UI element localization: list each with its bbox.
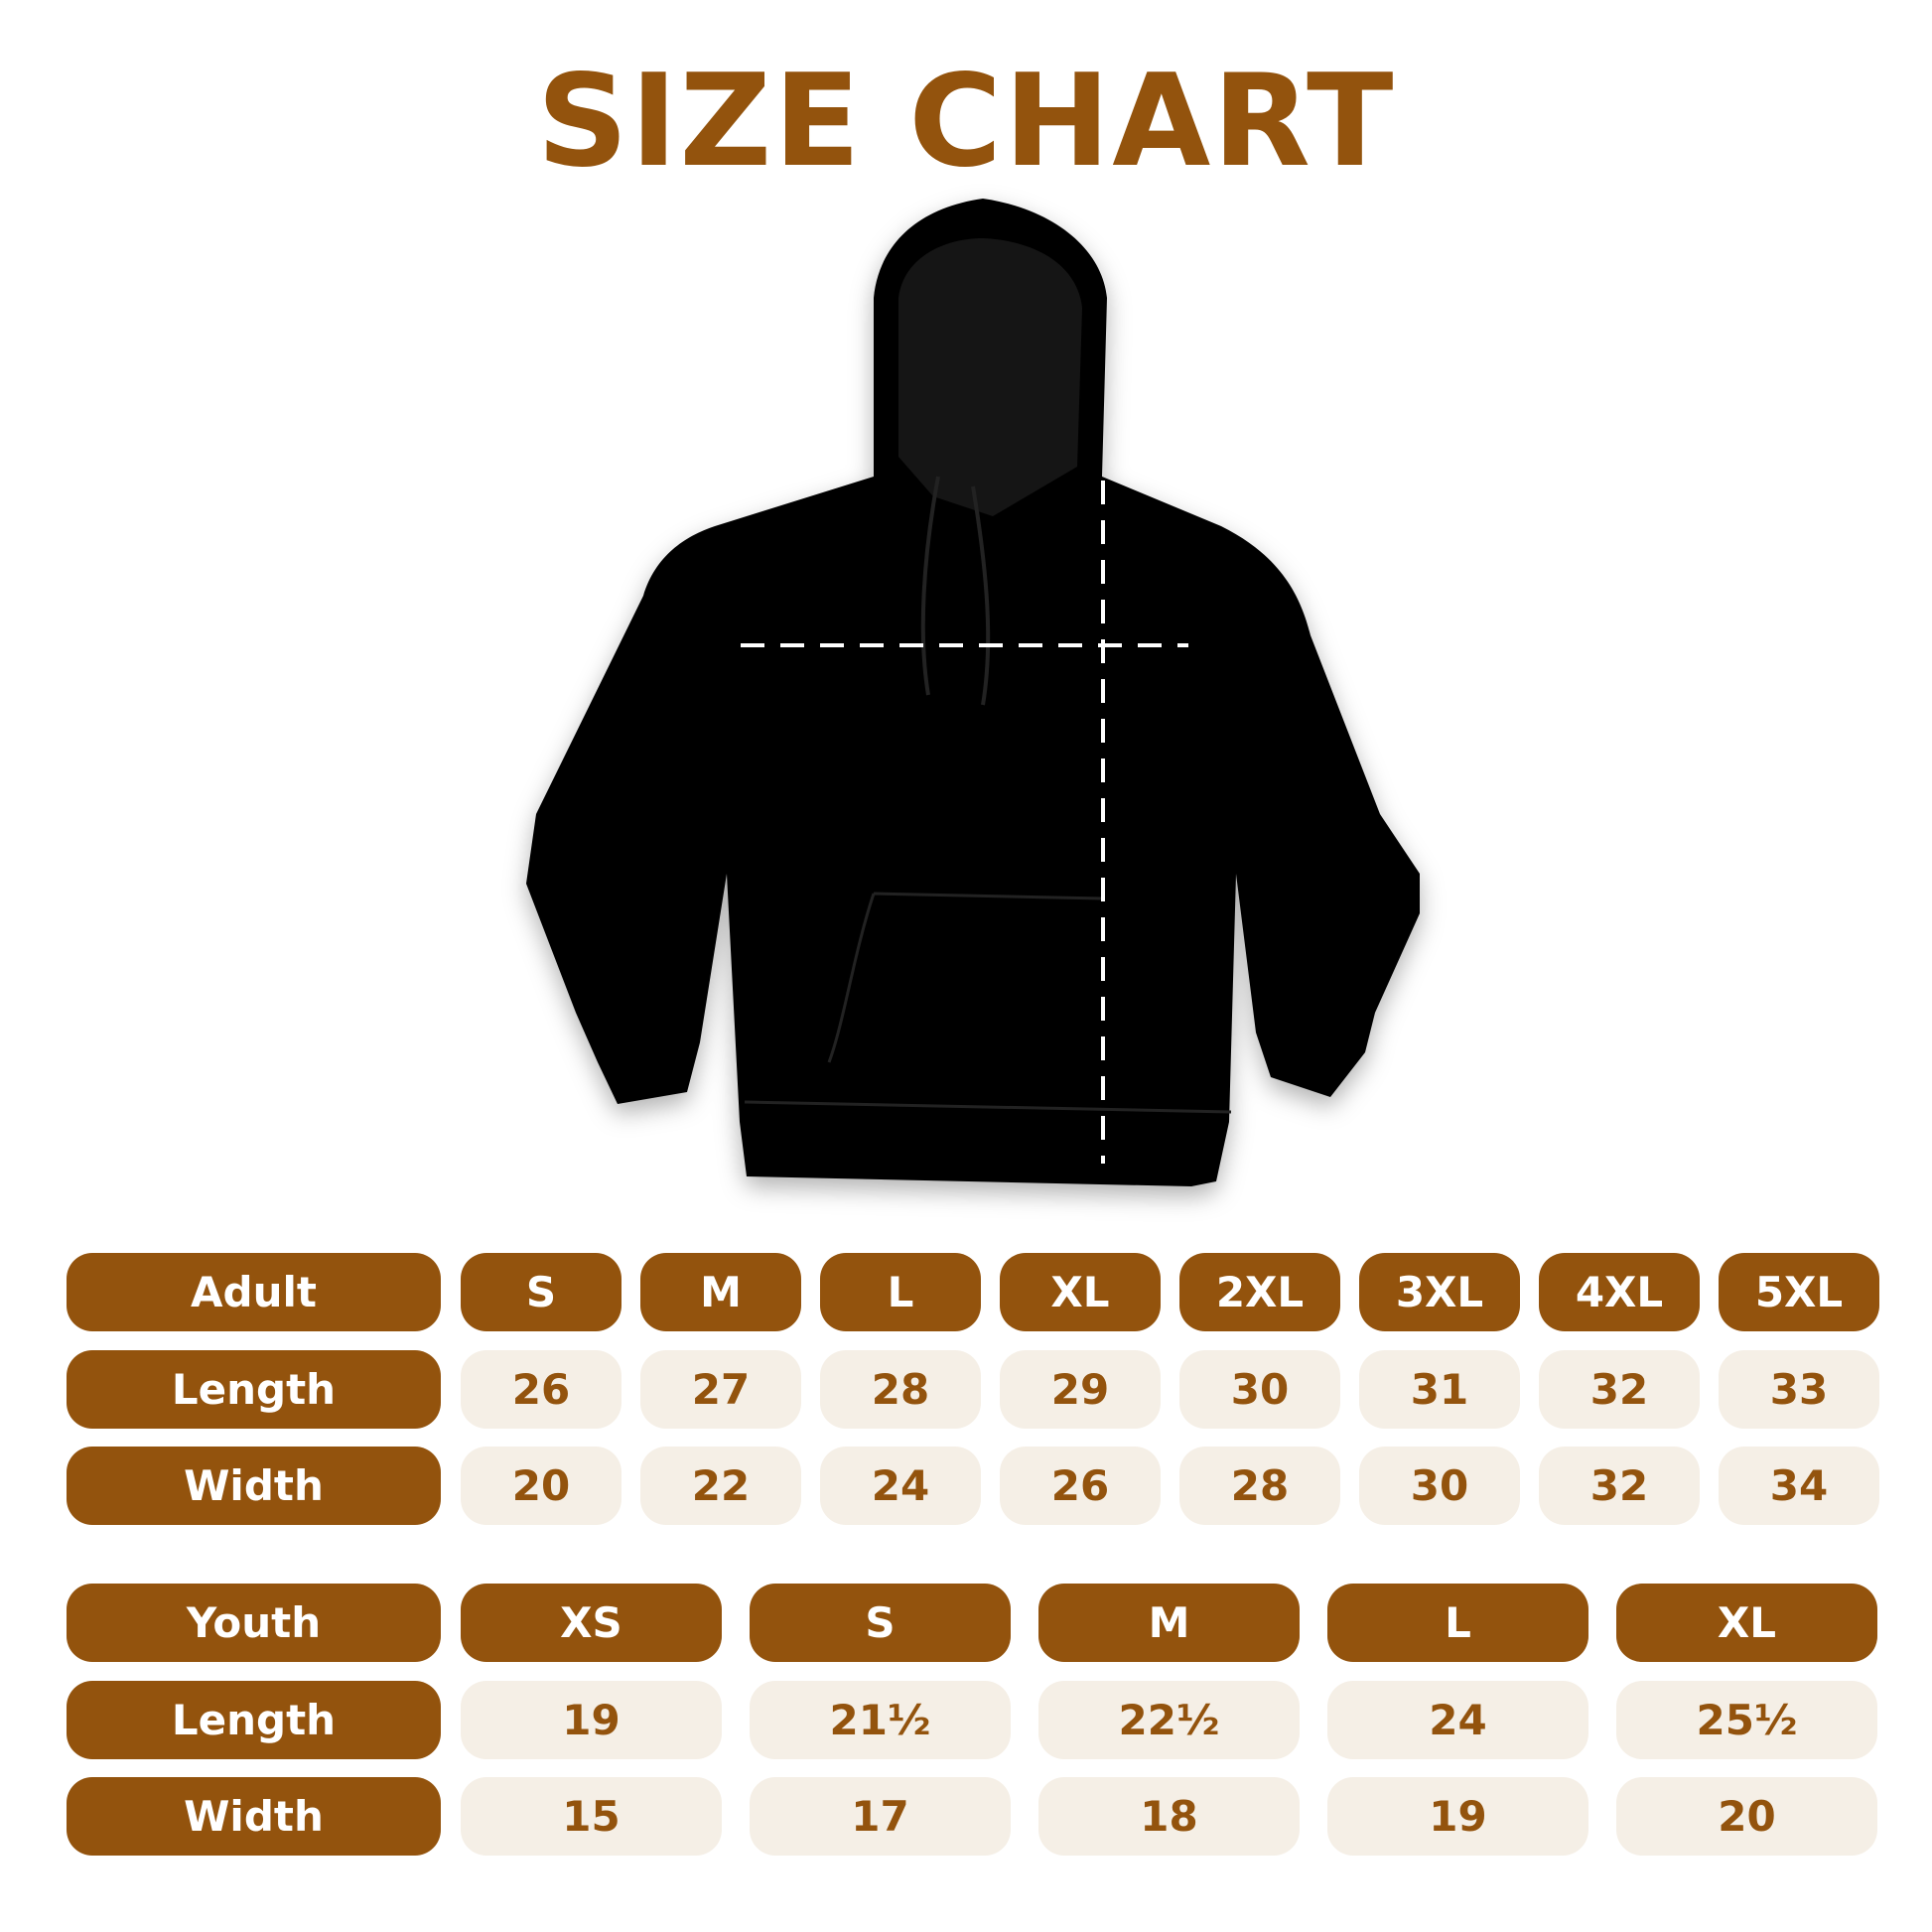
youth-size-header: L [1327, 1584, 1588, 1662]
youth-table-cell: 20 [1616, 1777, 1877, 1856]
youth-size-header: XS [461, 1584, 722, 1662]
youth-size-header: M [1038, 1584, 1300, 1662]
adult-table-cell: 32 [1539, 1350, 1700, 1429]
youth-header-label: Youth [67, 1584, 441, 1662]
adult-table-cell: 28 [820, 1350, 981, 1429]
youth-table-cell: 22½ [1038, 1681, 1300, 1759]
length-label: length [1111, 941, 1158, 1066]
youth-size-header: XL [1616, 1584, 1877, 1662]
adult-table-cell: 22 [640, 1447, 801, 1525]
adult-table-cell: 33 [1719, 1350, 1879, 1429]
adult-size-header: L [820, 1253, 981, 1331]
adult-table-cell: 32 [1539, 1447, 1700, 1525]
adult-size-header: 5XL [1719, 1253, 1879, 1331]
adult-table-cell: 26 [1000, 1447, 1161, 1525]
adult-table-cell: 28 [1179, 1447, 1340, 1525]
adult-header-label: Adult [67, 1253, 441, 1331]
adult-table-cell: 34 [1719, 1447, 1879, 1525]
adult-table-cell: 27 [640, 1350, 801, 1429]
adult-row-label: Width [67, 1447, 441, 1525]
adult-size-header: 3XL [1359, 1253, 1520, 1331]
adult-size-header: 2XL [1179, 1253, 1340, 1331]
youth-row-label: Length [67, 1681, 441, 1759]
adult-size-header: S [461, 1253, 621, 1331]
adult-table-cell: 20 [461, 1447, 621, 1525]
youth-table-cell: 17 [750, 1777, 1011, 1856]
adult-size-header: M [640, 1253, 801, 1331]
youth-size-header: S [750, 1584, 1011, 1662]
adult-table-cell: 30 [1359, 1447, 1520, 1525]
youth-table-cell: 19 [461, 1681, 722, 1759]
adult-table-cell: 30 [1179, 1350, 1340, 1429]
youth-table-cell: 21½ [750, 1681, 1011, 1759]
page-title: SIZE CHART [536, 48, 1396, 196]
youth-table-cell: 25½ [1616, 1681, 1877, 1759]
adult-row-label: Length [67, 1350, 441, 1429]
adult-table-cell: 24 [820, 1447, 981, 1525]
youth-row-label: Width [67, 1777, 441, 1856]
youth-table-cell: 24 [1327, 1681, 1588, 1759]
width-label: width [757, 593, 867, 639]
youth-table-cell: 19 [1327, 1777, 1588, 1856]
adult-size-header: XL [1000, 1253, 1161, 1331]
youth-table-cell: 15 [461, 1777, 722, 1856]
youth-table-cell: 18 [1038, 1777, 1300, 1856]
adult-table-cell: 29 [1000, 1350, 1161, 1429]
adult-size-header: 4XL [1539, 1253, 1700, 1331]
adult-table-cell: 26 [461, 1350, 621, 1429]
adult-table-cell: 31 [1359, 1350, 1520, 1429]
